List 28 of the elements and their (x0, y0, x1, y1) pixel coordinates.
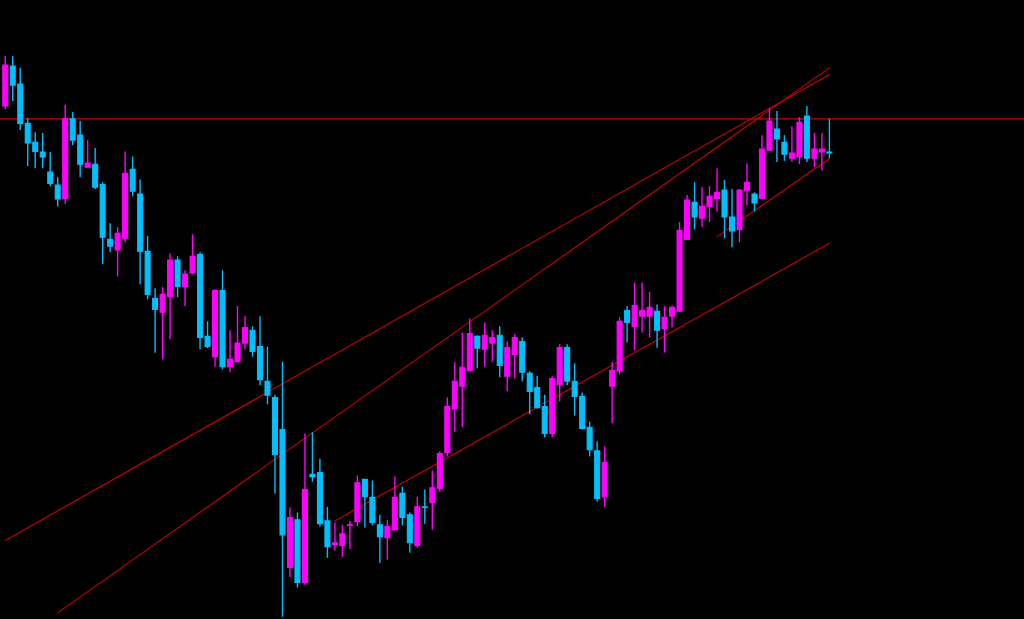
candlestick (47, 151, 54, 187)
candlestick (361, 478, 368, 529)
candlestick (92, 147, 99, 190)
candlestick (129, 155, 136, 197)
candlestick (773, 110, 780, 163)
candlestick (54, 176, 61, 208)
candlestick (654, 303, 661, 349)
candlestick (264, 345, 271, 405)
candlestick (84, 139, 91, 168)
candlestick (39, 132, 46, 169)
candlestick (182, 269, 189, 307)
candlestick (384, 519, 391, 561)
candlestick (429, 469, 436, 531)
candlestick (781, 134, 788, 162)
candlestick (751, 191, 758, 213)
candlestick (826, 118, 833, 159)
candlestick (691, 181, 698, 231)
candlestick (661, 305, 668, 354)
candlestick (189, 233, 196, 275)
candlestick (624, 305, 631, 344)
candlestick (152, 287, 159, 354)
candlestick (346, 520, 353, 550)
candlestick (376, 514, 383, 564)
candlestick (511, 333, 518, 380)
candlestick (586, 420, 593, 458)
candlestick (474, 334, 481, 370)
candlestick (107, 222, 114, 254)
candlestick (421, 488, 428, 525)
